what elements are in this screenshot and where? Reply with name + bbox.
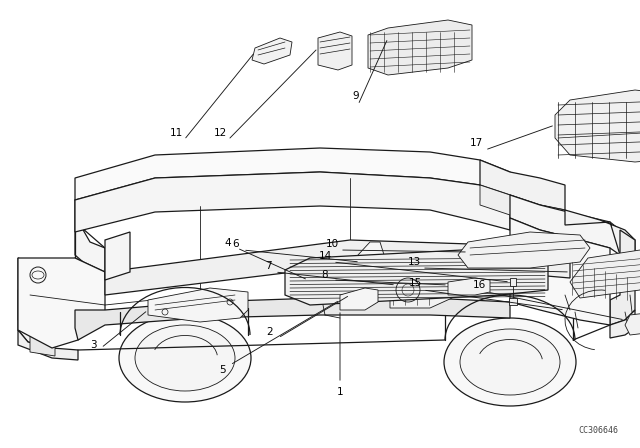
- Text: 5: 5: [219, 365, 225, 375]
- Text: 8: 8: [322, 270, 328, 280]
- Polygon shape: [390, 278, 452, 308]
- Polygon shape: [555, 90, 640, 162]
- Text: CC306646: CC306646: [578, 426, 618, 435]
- Text: 16: 16: [472, 280, 486, 290]
- Polygon shape: [105, 232, 130, 280]
- Polygon shape: [509, 298, 517, 305]
- Polygon shape: [480, 160, 565, 210]
- Text: 1: 1: [337, 387, 343, 397]
- Ellipse shape: [119, 314, 251, 402]
- Text: 14: 14: [318, 251, 332, 261]
- Polygon shape: [252, 38, 292, 64]
- Polygon shape: [610, 310, 635, 338]
- Text: 10: 10: [325, 239, 339, 249]
- Polygon shape: [75, 200, 105, 272]
- Polygon shape: [368, 20, 472, 75]
- Text: 17: 17: [469, 138, 483, 148]
- Polygon shape: [570, 250, 640, 298]
- Text: 4: 4: [225, 238, 231, 248]
- Polygon shape: [20, 292, 30, 322]
- Polygon shape: [305, 260, 385, 292]
- Polygon shape: [318, 32, 352, 70]
- Polygon shape: [458, 232, 590, 268]
- Text: 13: 13: [408, 257, 420, 267]
- Text: 12: 12: [213, 128, 227, 138]
- Polygon shape: [480, 185, 565, 230]
- Polygon shape: [18, 258, 52, 348]
- Polygon shape: [30, 336, 55, 356]
- Polygon shape: [610, 230, 635, 325]
- Text: 11: 11: [170, 128, 182, 138]
- Polygon shape: [75, 298, 510, 340]
- Polygon shape: [148, 288, 248, 322]
- Polygon shape: [625, 312, 640, 335]
- Ellipse shape: [460, 329, 560, 395]
- Polygon shape: [510, 218, 610, 325]
- Polygon shape: [340, 288, 378, 310]
- Ellipse shape: [135, 325, 235, 391]
- Text: 15: 15: [408, 278, 422, 288]
- Polygon shape: [18, 258, 105, 348]
- Polygon shape: [285, 248, 548, 305]
- Polygon shape: [18, 288, 32, 325]
- Ellipse shape: [444, 318, 576, 406]
- Polygon shape: [510, 278, 516, 286]
- Polygon shape: [358, 242, 385, 270]
- Text: 3: 3: [90, 340, 96, 350]
- Text: 6: 6: [233, 239, 239, 249]
- Text: 9: 9: [353, 91, 359, 101]
- Polygon shape: [448, 278, 490, 295]
- Text: 7: 7: [265, 261, 271, 271]
- Polygon shape: [510, 195, 620, 255]
- Polygon shape: [105, 240, 570, 295]
- Text: 2: 2: [267, 327, 273, 337]
- Polygon shape: [18, 330, 78, 360]
- Polygon shape: [75, 172, 510, 232]
- Polygon shape: [565, 210, 635, 265]
- Polygon shape: [75, 148, 510, 200]
